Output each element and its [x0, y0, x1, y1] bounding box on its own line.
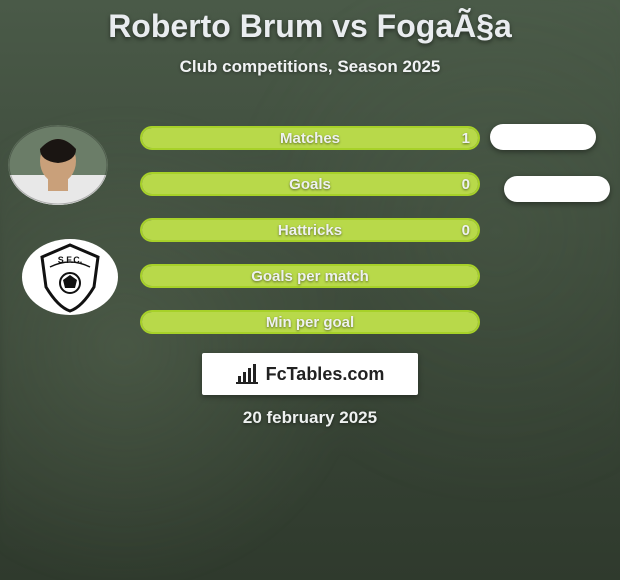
player-avatar: [8, 125, 108, 205]
stat-row-goals: Goals 0: [140, 172, 480, 196]
stat-label: Min per goal: [142, 312, 478, 332]
chart-icon: [236, 364, 258, 384]
stat-label: Hattricks: [142, 220, 478, 240]
page-title: Roberto Brum vs FogaÃ§a: [0, 0, 620, 45]
club-crest: S.F.C.: [20, 237, 120, 317]
brand-text: FcTables.com: [266, 364, 385, 385]
footer-date: 20 february 2025: [0, 408, 620, 428]
page-subtitle: Club competitions, Season 2025: [0, 57, 620, 77]
stat-value: 0: [462, 174, 470, 194]
stat-label: Goals: [142, 174, 478, 194]
brand-box: FcTables.com: [202, 353, 418, 395]
stat-value: 1: [462, 128, 470, 148]
stat-row-goals-per-match: Goals per match: [140, 264, 480, 288]
stat-label: Goals per match: [142, 266, 478, 286]
stat-row-matches: Matches 1: [140, 126, 480, 150]
stats-bars: Matches 1 Goals 0 Hattricks 0 Goals per …: [140, 126, 480, 356]
stat-row-hattricks: Hattricks 0: [140, 218, 480, 242]
stat-value: 0: [462, 220, 470, 240]
right-pill-1: [490, 124, 596, 150]
stat-label: Matches: [142, 128, 478, 148]
right-pill-2: [504, 176, 610, 202]
stat-row-min-per-goal: Min per goal: [140, 310, 480, 334]
